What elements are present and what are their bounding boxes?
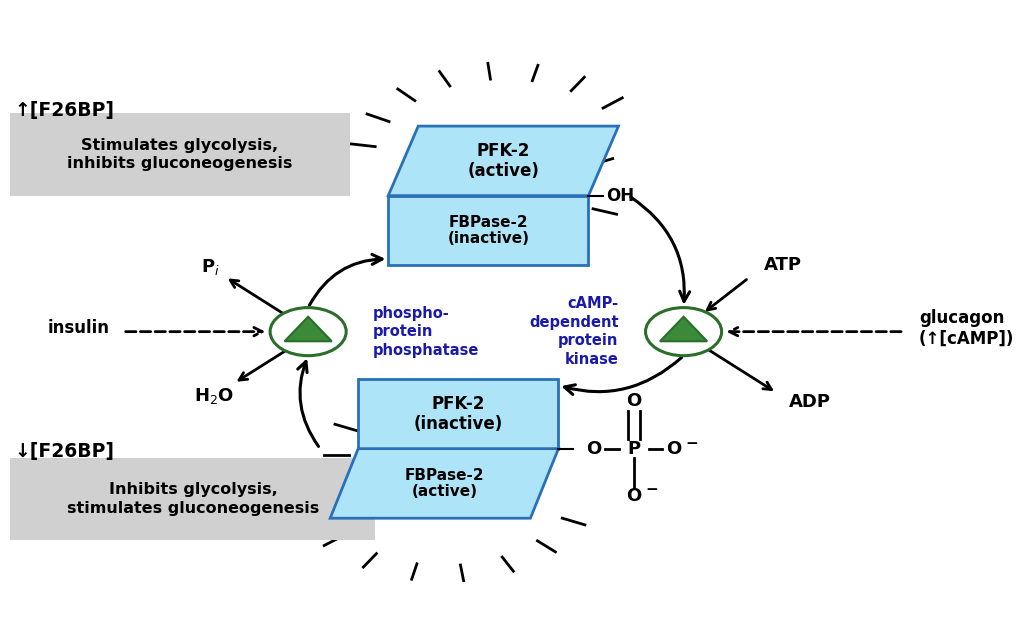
Text: PFK-2
(active): PFK-2 (active) [467,142,540,180]
FancyArrowPatch shape [298,362,318,447]
Polygon shape [358,379,558,449]
Text: O: O [626,392,641,410]
Text: PFK-2
(inactive): PFK-2 (inactive) [414,395,503,433]
Text: P: P [627,440,640,457]
Text: FBPase-2
(active): FBPase-2 (active) [404,468,484,500]
FancyArrowPatch shape [708,350,771,390]
FancyArrowPatch shape [565,357,681,394]
Text: glucagon
(↑[cAMP]): glucagon (↑[cAMP]) [919,309,1014,348]
Text: −: − [686,436,698,451]
Polygon shape [388,196,588,265]
Polygon shape [660,316,707,341]
FancyArrowPatch shape [239,350,286,380]
Text: OH: OH [607,187,635,205]
Text: O: O [586,440,601,457]
FancyArrowPatch shape [309,255,382,305]
Text: O: O [666,440,681,457]
Text: P$_i$: P$_i$ [201,257,219,278]
Text: ↓[F26BP]: ↓[F26BP] [14,442,115,461]
FancyArrowPatch shape [707,279,747,310]
Text: cAMP-
dependent
protein
kinase: cAMP- dependent protein kinase [528,296,618,367]
Text: ↑[F26BP]: ↑[F26BP] [14,101,115,120]
Text: phospho-
protein
phosphatase: phospho- protein phosphatase [373,306,480,358]
Text: FBPase-2
(inactive): FBPase-2 (inactive) [448,214,529,246]
FancyArrowPatch shape [631,197,690,301]
Text: ADP: ADP [789,393,830,412]
Circle shape [645,308,722,355]
Text: Stimulates glycolysis,
inhibits gluconeogenesis: Stimulates glycolysis, inhibits gluconeo… [67,138,293,172]
Text: O: O [626,487,641,505]
Polygon shape [330,449,558,518]
Text: ATP: ATP [764,256,801,274]
Polygon shape [284,316,332,341]
Polygon shape [388,126,618,196]
FancyArrowPatch shape [231,280,283,313]
Text: H$_2$O: H$_2$O [194,386,234,406]
Text: −: − [645,482,658,497]
FancyBboxPatch shape [9,458,375,540]
Text: Inhibits glycolysis,
stimulates gluconeogenesis: Inhibits glycolysis, stimulates gluconeo… [67,482,320,516]
FancyBboxPatch shape [9,114,351,196]
Text: insulin: insulin [48,320,110,338]
Circle shape [270,308,346,355]
